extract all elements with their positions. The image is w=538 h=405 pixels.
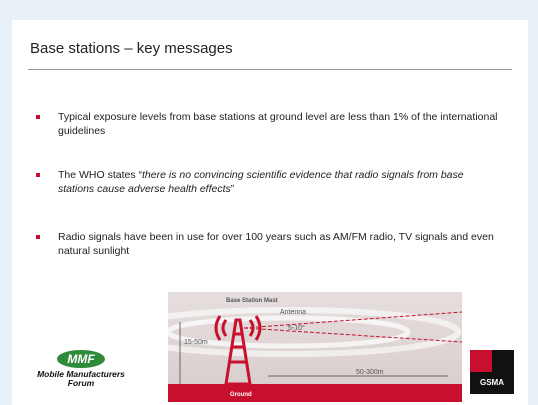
mmf-logo: MMF Mobile Manufacturers Forum [26, 350, 136, 388]
slide-title: Base stations – key messages [30, 40, 233, 57]
bullet-lead: The WHO states “ [58, 169, 142, 181]
gsma-logo: GSMA [470, 350, 514, 394]
diagram: Base Station Mast Antenna 5-10° 15-50m 5… [168, 292, 462, 402]
bullet: Radio signals have been in use for over … [58, 230, 498, 258]
label: 15-50m [184, 339, 208, 346]
title-rule [28, 69, 512, 70]
gsma-text: GSMA [470, 378, 514, 387]
ground-bar [168, 384, 462, 402]
label: Antenna [280, 309, 306, 316]
bullet: Typical exposure levels from base statio… [58, 110, 498, 138]
bullet: The WHO states “there is no convincing s… [58, 168, 498, 196]
label: Base Station Mast [226, 298, 278, 304]
label: Ground [230, 392, 252, 398]
page: {"slide": { "title": "Base stations – ke… [0, 0, 538, 405]
mmf-name: Mobile Manufacturers Forum [26, 370, 136, 388]
mmf-badge: MMF [57, 350, 104, 368]
label: 50-300m [356, 369, 384, 376]
bullet-tail: ” [231, 183, 235, 195]
slide: Base stations – key messages Typical exp… [12, 20, 528, 405]
label: 5-10° [288, 324, 305, 332]
